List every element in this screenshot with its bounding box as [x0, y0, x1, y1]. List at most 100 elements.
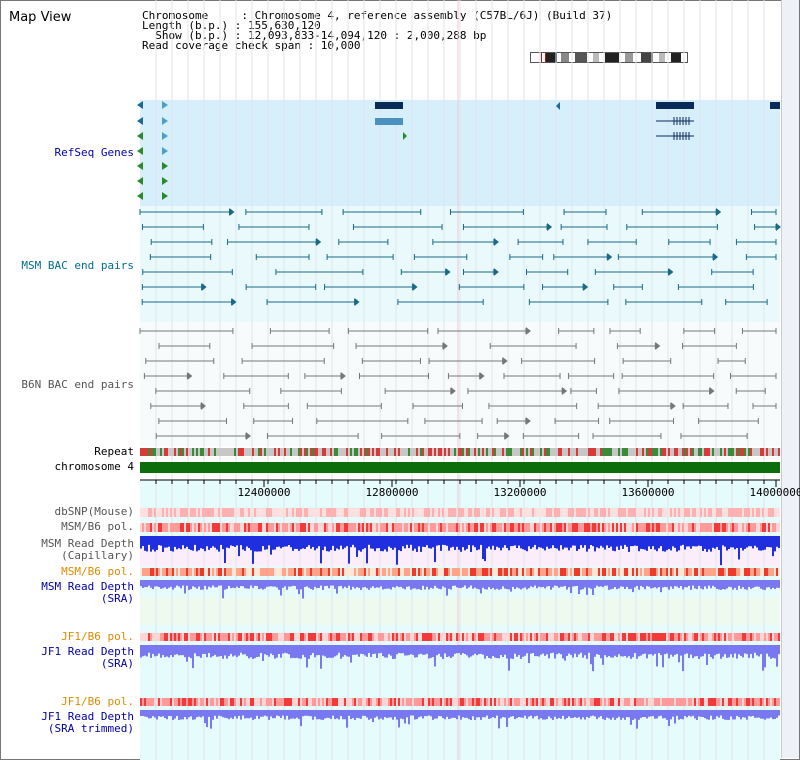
polymorphism-cell [764, 698, 766, 706]
track-label-refseq[interactable]: RefSeq Genes [54, 146, 134, 159]
polymorphism-cell [706, 508, 708, 517]
chromosome-ideogram[interactable] [530, 52, 688, 63]
polymorphism-cell [582, 523, 584, 532]
polymorphism-cell [570, 568, 572, 576]
read-depth-bar [244, 710, 246, 719]
read-depth-bar [456, 710, 458, 720]
read-depth-bar [702, 710, 704, 717]
polymorphism-cell [634, 508, 636, 517]
read-depth-bar [394, 536, 396, 548]
polymorphism-cell [658, 633, 660, 641]
track-label-msm-depth-capillary[interactable]: MSM Read Depth (Capillary) [0, 538, 134, 562]
polymorphism-cell [388, 523, 390, 532]
read-depth-bar [698, 710, 700, 717]
track-label-chromosome[interactable]: chromosome 4 [54, 460, 134, 473]
track-label-msm-b6-pol[interactable]: MSM/B6 pol. [61, 520, 134, 533]
read-depth-bar [376, 580, 378, 588]
polymorphism-cell [370, 633, 372, 641]
polymorphism-cell [160, 523, 162, 532]
polymorphism-cell [142, 508, 144, 517]
read-depth-bar [722, 710, 724, 719]
polymorphism-cell [628, 633, 630, 641]
polymorphism-cell [610, 633, 612, 641]
read-depth-bar [278, 580, 280, 590]
polymorphism-cell [370, 523, 372, 532]
read-depth-bar [590, 536, 592, 546]
polymorphism-cell [334, 633, 336, 641]
polymorphism-cell [622, 633, 624, 641]
polymorphism-cell [264, 568, 266, 576]
polymorphism-cell [502, 633, 504, 641]
read-depth-bar [408, 580, 410, 587]
polymorphism-cell [730, 508, 732, 517]
polymorphism-cell [752, 633, 754, 641]
polymorphism-cell [506, 698, 508, 706]
repeat-segment [516, 448, 518, 456]
track-label-msm-bac[interactable]: MSM BAC end pairs [21, 259, 134, 272]
polymorphism-cell [474, 508, 476, 517]
polymorphism-cell [172, 633, 174, 641]
track-label-jf1-depth-trimmed[interactable]: JF1 Read Depth (SRA trimmed) [0, 711, 134, 735]
read-depth-bar [754, 536, 756, 546]
track-label-msm-b6-pol-2[interactable]: MSM/B6 pol. [61, 565, 134, 578]
polymorphism-cell [748, 523, 750, 532]
polymorphism-cell [622, 508, 624, 517]
repeat-segment [432, 448, 434, 456]
polymorphism-cell [208, 508, 210, 517]
read-depth-bar [770, 536, 772, 548]
read-depth-bar [378, 645, 380, 654]
track-label-dbsnp[interactable]: dbSNP(Mouse) [54, 505, 134, 518]
read-depth-bar [606, 710, 608, 718]
read-depth-bar [420, 580, 422, 590]
read-depth-bar [512, 645, 514, 659]
read-depth-bar [664, 710, 666, 719]
read-depth-bar [160, 645, 162, 658]
read-depth-bar [302, 580, 304, 599]
track-label-msm-depth-sra[interactable]: MSM Read Depth (SRA) [0, 581, 134, 605]
read-depth-bar [400, 580, 402, 587]
polymorphism-cell [324, 568, 326, 576]
gene-arrow [162, 101, 168, 109]
read-depth-bar [518, 710, 520, 717]
polymorphism-cell [684, 698, 686, 706]
polymorphism-cell [342, 568, 344, 576]
read-depth-bar [264, 580, 266, 589]
repeat-segment [186, 448, 188, 456]
polymorphism-cell [342, 698, 344, 706]
repeat-segment [240, 448, 242, 456]
read-depth-bar [558, 536, 560, 551]
track-label-b6n-bac[interactable]: B6N BAC end pairs [21, 378, 134, 391]
polymorphism-cell [500, 698, 502, 706]
polymorphism-cell [444, 568, 446, 576]
track-label-jf1-depth-sra[interactable]: JF1 Read Depth (SRA) [0, 646, 134, 670]
polymorphism-cell [394, 523, 396, 532]
read-depth-bar [432, 710, 434, 720]
polymorphism-cell [382, 568, 384, 576]
polymorphism-cell [168, 698, 170, 706]
polymorphism-cell [156, 633, 158, 641]
read-depth-bar [552, 580, 554, 588]
track-label-jf1-b6-pol[interactable]: JF1/B6 pol. [61, 630, 134, 643]
read-depth-bar [412, 580, 414, 589]
polymorphism-cell [510, 633, 512, 641]
polymorphism-cell [618, 633, 620, 641]
read-depth-bar [768, 710, 770, 719]
read-depth-bar [516, 710, 518, 719]
track-label-jf1-b6-pol-2[interactable]: JF1/B6 pol. [61, 695, 134, 708]
repeat-segment [182, 448, 184, 456]
read-depth-bar [272, 645, 274, 656]
read-depth-bar [414, 580, 416, 589]
polymorphism-cell [508, 698, 510, 706]
jf1-depth-trimmed-line1: JF1 Read Depth [41, 710, 134, 723]
polymorphism-cell [266, 698, 268, 706]
track-label-repeat[interactable]: Repeat [94, 445, 134, 458]
read-depth-bar [202, 710, 204, 717]
read-depth-bar [630, 645, 632, 659]
repeat-segment [494, 448, 496, 456]
read-depth-bar [736, 710, 738, 716]
read-depth-bar [532, 580, 534, 588]
read-depth-bar [442, 536, 444, 545]
read-depth-bar [706, 536, 708, 552]
vertical-scrollbar[interactable] [781, 0, 799, 758]
